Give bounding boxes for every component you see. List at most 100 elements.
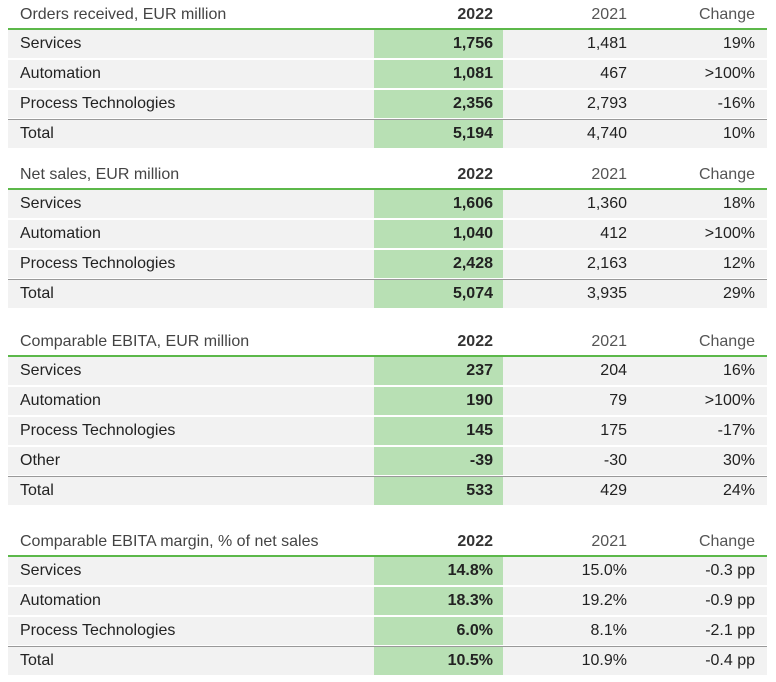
value-2021: 8.1% [590, 622, 627, 639]
row-label: Automation [20, 225, 101, 242]
change-value: -0.3 pp [705, 562, 755, 579]
value-2022: 237 [374, 357, 503, 385]
table-row: Automation 1,081 467 >100% [8, 60, 767, 88]
table-row: Automation 1,040 412 >100% [8, 220, 767, 248]
row-label: Other [20, 452, 61, 469]
table-header: Net sales, EUR million 2022 2021 Change [8, 160, 767, 190]
value-2022: 14.8% [374, 557, 503, 585]
table-title: Orders received, EUR million [20, 6, 227, 23]
col-change-header: Change [698, 6, 755, 23]
value-2021: 204 [600, 362, 627, 379]
change-value: 12% [722, 255, 755, 272]
change-value: 10% [722, 125, 755, 142]
value-2021: 429 [600, 482, 627, 499]
change-value: -0.9 pp [705, 592, 755, 609]
value-2022: 6.0% [374, 617, 503, 645]
total-row: Total 10.5% 10.9% -0.4 pp [8, 646, 767, 675]
row-label: Automation [20, 65, 101, 82]
table-title: Net sales, EUR million [20, 166, 180, 183]
total-row: Total 533 429 24% [8, 476, 767, 505]
change-value: >100% [704, 225, 755, 242]
value-2021: 467 [600, 65, 627, 82]
change-value: 19% [722, 35, 755, 52]
table-row: Process Technologies 145 175 -17% [8, 417, 767, 445]
table-row: Automation 190 79 >100% [8, 387, 767, 415]
change-value: 30% [722, 452, 755, 469]
value-2021: 15.0% [581, 562, 627, 579]
value-2022: 2,356 [374, 90, 503, 118]
col-2021-header: 2021 [591, 6, 627, 23]
value-2022: 190 [374, 387, 503, 415]
row-label: Services [20, 562, 82, 579]
value-2021: 175 [600, 422, 627, 439]
change-value: -2.1 pp [705, 622, 755, 639]
table-title: Comparable EBITA margin, % of net sales [20, 533, 319, 550]
total-row: Total 5,194 4,740 10% [8, 119, 767, 148]
table-title: Comparable EBITA, EUR million [20, 333, 250, 350]
change-value: -17% [717, 422, 755, 439]
change-value: -0.4 pp [705, 652, 755, 669]
change-value: 24% [722, 482, 755, 499]
table-header: Comparable EBITA, EUR million 2022 2021 Cha… [8, 327, 767, 357]
value-2022: 5,194 [374, 120, 503, 148]
table-row: Services 14.8% 15.0% -0.3 pp [8, 557, 767, 585]
row-label: Process Technologies [20, 255, 176, 272]
change-value: >100% [704, 392, 755, 409]
col-change-header: Change [698, 166, 755, 183]
value-2021: 1,360 [586, 195, 627, 212]
table-row: Automation 18.3% 19.2% -0.9 pp [8, 587, 767, 615]
orders-received-table: Orders received, EUR million 2022 2021 Chan… [8, 0, 767, 150]
table-header: Comparable EBITA margin, % of net sales 2… [8, 527, 767, 557]
change-value: 29% [722, 285, 755, 302]
value-2022: 2,428 [374, 250, 503, 278]
row-label: Services [20, 195, 82, 212]
change-value: >100% [704, 65, 755, 82]
value-2021: 19.2% [581, 592, 627, 609]
value-2022: 10.5% [374, 647, 503, 675]
value-2021: 1,481 [586, 35, 627, 52]
value-2021: -30 [603, 452, 627, 469]
value-2021: 3,935 [586, 285, 627, 302]
table-row: Services 237 204 16% [8, 357, 767, 385]
change-value: -16% [717, 95, 755, 112]
value-2021: 2,163 [586, 255, 627, 272]
value-2021: 79 [609, 392, 627, 409]
table-row: Other -39 -30 30% [8, 447, 767, 475]
row-label: Automation [20, 592, 101, 609]
row-label: Total [20, 482, 54, 499]
total-row: Total 5,074 3,935 29% [8, 279, 767, 308]
col-2022-header: 2022 [457, 333, 493, 350]
col-2021-header: 2021 [591, 166, 627, 183]
row-label: Total [20, 125, 54, 142]
row-label: Process Technologies [20, 95, 176, 112]
table-row: Process Technologies 6.0% 8.1% -2.1 pp [8, 617, 767, 645]
table-header: Orders received, EUR million 2022 2021 Chan… [8, 0, 767, 30]
col-2022-header: 2022 [457, 166, 493, 183]
value-2022: 1,040 [374, 220, 503, 248]
row-label: Total [20, 652, 54, 669]
col-2022-header: 2022 [457, 6, 493, 23]
col-change-header: Change [698, 333, 755, 350]
value-2021: 412 [600, 225, 627, 242]
col-change-header: Change [698, 533, 755, 550]
table-row: Services 1,606 1,360 18% [8, 190, 767, 218]
col-2022-header: 2022 [457, 533, 493, 550]
value-2022: 533 [374, 477, 503, 505]
value-2022: 1,606 [374, 190, 503, 218]
table-row: Services 1,756 1,481 19% [8, 30, 767, 58]
value-2021: 4,740 [586, 125, 627, 142]
value-2022: 1,756 [374, 30, 503, 58]
value-2022: 18.3% [374, 587, 503, 615]
change-value: 18% [722, 195, 755, 212]
table-row: Process Technologies 2,356 2,793 -16% [8, 90, 767, 118]
value-2022: 5,074 [374, 280, 503, 308]
col-2021-header: 2021 [591, 333, 627, 350]
row-label: Services [20, 362, 82, 379]
value-2021: 10.9% [581, 652, 627, 669]
row-label: Total [20, 285, 54, 302]
comparable-ebita-table: Comparable EBITA, EUR million 2022 2021 Cha… [8, 327, 767, 507]
row-label: Process Technologies [20, 422, 176, 439]
value-2022: -39 [374, 447, 503, 475]
value-2021: 2,793 [586, 95, 627, 112]
value-2022: 145 [374, 417, 503, 445]
